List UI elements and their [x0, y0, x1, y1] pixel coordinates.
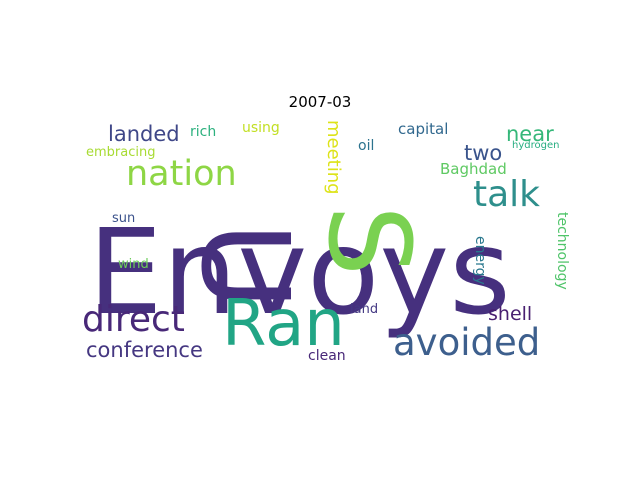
chart-title: 2007-03 [288, 93, 352, 111]
word-meeting: meeting [323, 120, 344, 195]
word-us-s: S [303, 205, 433, 276]
word-conference: conference [86, 338, 203, 362]
word-nation: nation [126, 154, 237, 194]
word-technology: technology [554, 212, 570, 290]
word-envoys: Envoys [88, 203, 511, 341]
word-near: near [506, 122, 554, 146]
word-oil: oil [358, 138, 374, 154]
word-capital: capital [398, 120, 448, 138]
word-wind: wind [118, 257, 149, 272]
word-embracing: embracing [86, 145, 155, 160]
word-us-u: U [174, 222, 313, 310]
word-rich: rich [190, 124, 216, 140]
word-using: using [242, 120, 280, 136]
word-sun: sun [112, 211, 135, 226]
word-two: two [464, 141, 502, 165]
word-clean: clean [308, 348, 346, 364]
word-baghdad: Baghdad [440, 160, 507, 178]
word-direct: direct [82, 299, 185, 340]
word-ran: Ran [222, 287, 345, 361]
word-talk: talk [473, 174, 540, 215]
word-land: land [350, 302, 378, 317]
word-landed: landed [108, 122, 180, 146]
word-shell: shell [488, 303, 532, 325]
word-avoided: avoided [393, 321, 540, 364]
word-energy: energy [472, 236, 488, 285]
word-hydrogen: hydrogen [512, 140, 559, 151]
